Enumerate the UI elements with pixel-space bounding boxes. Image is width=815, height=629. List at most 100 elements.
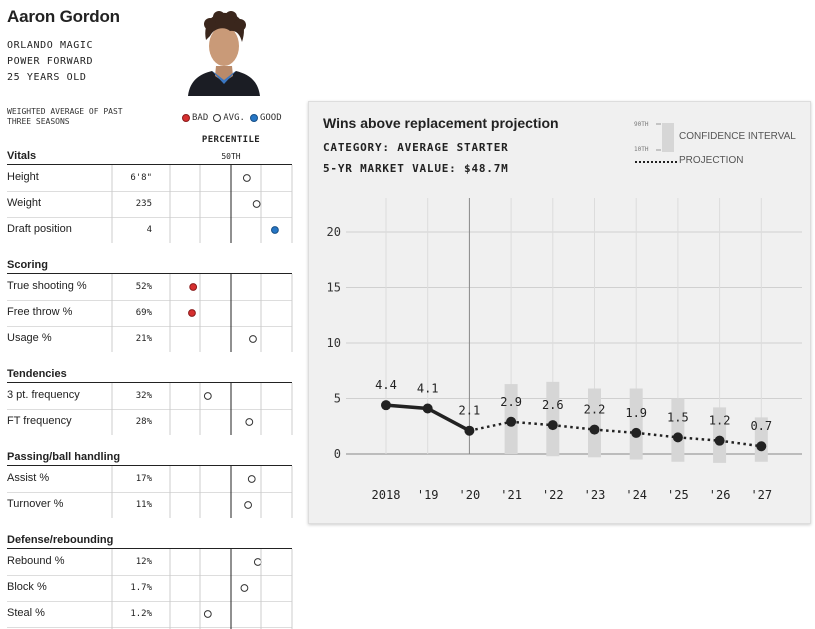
x-tick-label: '25 xyxy=(667,488,689,502)
war-point xyxy=(672,432,683,443)
percentile-dot xyxy=(203,392,212,400)
category-label: CATEGORY: AVERAGE STARTER xyxy=(323,141,509,154)
war-point xyxy=(589,424,600,435)
percentile-dot xyxy=(252,200,261,208)
good-dot-icon xyxy=(249,114,258,122)
stat-value: 4 xyxy=(146,225,152,235)
war-value-label: 0.7 xyxy=(750,419,772,433)
bad-dot-icon xyxy=(182,114,190,122)
percentile-dot xyxy=(240,584,249,592)
confidence-interval-bar xyxy=(713,407,727,463)
x-tick-label: '23 xyxy=(584,488,606,502)
legend-bad-label: BAD xyxy=(192,113,209,123)
war-value-label: 2.2 xyxy=(584,403,606,417)
x-tick-label: '19 xyxy=(417,488,439,502)
percentile-dot xyxy=(244,501,252,509)
section-rule xyxy=(7,465,292,466)
war-projection-chart: 0 5 10 15 20 4.4 2018 4.1 '19 2.1 '20 2.9 '21 2.6 '22 2… xyxy=(327,123,802,502)
war-value-label: 4.1 xyxy=(417,381,439,395)
x-tick-label: '20 xyxy=(459,488,481,502)
stat-label: Rebound % xyxy=(7,555,65,567)
war-point xyxy=(381,400,391,411)
section-title: Tendencies xyxy=(7,368,67,380)
stat-value: 6'8" xyxy=(130,173,152,183)
war-value-label: 1.5 xyxy=(667,410,689,424)
section-title: Defense/rebounding xyxy=(7,534,114,546)
war-value-label: 2.1 xyxy=(459,404,481,418)
y-tick-label: 15 xyxy=(327,281,341,295)
stat-label: Free throw % xyxy=(7,306,73,318)
percentile-dot xyxy=(271,226,279,234)
player-team: ORLANDO MAGIC xyxy=(7,40,94,51)
stat-label: Height xyxy=(7,171,39,183)
row-divider xyxy=(7,300,292,301)
stat-value: 1.7% xyxy=(130,583,152,593)
war-point xyxy=(422,403,433,414)
stat-value: 52% xyxy=(135,282,152,292)
market-value-label: 5-YR MARKET VALUE: $48.7M xyxy=(323,162,509,175)
section-title: Passing/ball handling xyxy=(7,451,121,463)
row-divider xyxy=(7,575,292,576)
x-tick-label: '22 xyxy=(542,488,564,502)
stat-label: Assist % xyxy=(7,472,50,484)
y-tick-label: 0 xyxy=(334,447,341,461)
legend-confidence-interval: CONFIDENCE INTERVAL xyxy=(679,131,796,142)
section-rule xyxy=(7,164,292,165)
avg-dot-icon xyxy=(213,114,222,122)
confidence-interval-bar xyxy=(546,381,560,457)
legend-good-label: GOOD xyxy=(259,113,282,123)
war-value-label: 2.6 xyxy=(542,398,564,412)
confidence-interval-bar xyxy=(629,388,643,460)
y-tick-label: 10 xyxy=(327,336,341,350)
row-divider xyxy=(7,601,292,602)
row-divider xyxy=(7,627,292,628)
percentile-dot xyxy=(245,418,254,426)
percentile-dot xyxy=(189,283,198,291)
player-headshot xyxy=(188,11,260,96)
stat-value: 12% xyxy=(135,557,152,567)
x-tick-label: '27 xyxy=(750,488,772,502)
player-position: POWER FORWARD xyxy=(7,56,94,67)
war-value-label: 4.4 xyxy=(375,378,397,392)
row-divider xyxy=(7,492,292,493)
section-rule xyxy=(7,548,292,549)
percentile-dot xyxy=(242,174,251,182)
x-tick-label: 2018 xyxy=(372,488,401,502)
war-value-label: 2.9 xyxy=(500,395,522,409)
stat-label: Block % xyxy=(7,581,47,593)
section-title: Vitals xyxy=(7,150,37,162)
player-age: 25 YEARS OLD xyxy=(7,72,87,83)
legend-10th-label: 10TH xyxy=(634,146,649,153)
player-name: Aaron Gordon xyxy=(7,7,120,26)
war-point xyxy=(631,427,642,438)
legend-ci-bar xyxy=(662,123,674,152)
war-point xyxy=(756,441,767,452)
war-point xyxy=(547,420,558,431)
percentile-dot xyxy=(249,335,257,343)
weighted-average-note: WEIGHTED AVERAGE OF PAST THREE SEASONS xyxy=(7,107,123,126)
war-point xyxy=(464,425,475,436)
stat-label: True shooting % xyxy=(7,280,87,292)
percentile-dot xyxy=(188,309,196,317)
stat-label: Usage % xyxy=(7,332,52,344)
row-divider xyxy=(7,326,292,327)
stat-label: Weight xyxy=(7,197,42,209)
row-divider xyxy=(7,217,292,218)
stat-value: 28% xyxy=(135,417,152,427)
confidence-interval-bar xyxy=(671,398,685,462)
stat-value: 69% xyxy=(135,308,152,318)
war-value-label: 1.9 xyxy=(625,406,647,420)
percentile-dot xyxy=(253,558,262,566)
x-tick-label: '21 xyxy=(500,488,522,502)
stat-label: Draft position xyxy=(7,223,72,235)
legend-avg-label: AVG. xyxy=(223,113,245,123)
section-rule xyxy=(7,382,292,383)
legend-90th-label: 90TH xyxy=(634,121,649,128)
y-tick-label: 20 xyxy=(327,225,341,239)
war-point xyxy=(506,416,517,427)
chart-title: Wins above replacement projection xyxy=(323,115,559,131)
stat-value: 235 xyxy=(135,199,152,209)
stat-label: FT frequency xyxy=(7,415,72,427)
stat-value: 1.2% xyxy=(130,609,152,619)
row-divider xyxy=(7,191,292,192)
